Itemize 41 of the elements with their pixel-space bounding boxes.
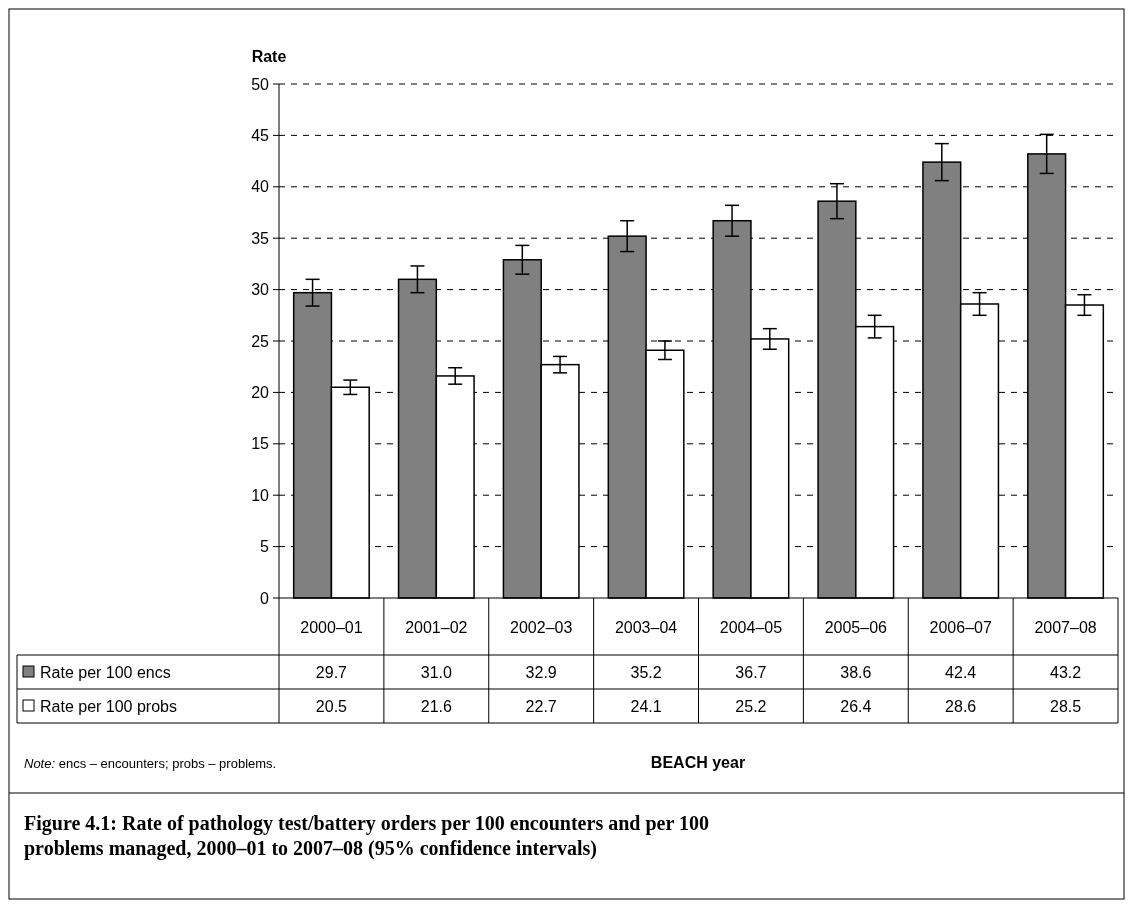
text: Figure 4.1: Rate of pathology test/battery orders per 100 encounters and per 100 problems managed, 2000–01 to 2007–08 (95% confidence intervals): [24, 812, 709, 860]
data-label: 36.7: [735, 663, 767, 681]
data-label: 29.7: [315, 663, 348, 681]
y-tick-label: 25: [251, 332, 270, 350]
x-tick-label: 2007–08: [1034, 618, 1097, 636]
x-tick-label: 2003–04: [614, 618, 678, 636]
data-label: 43.2: [1049, 663, 1082, 681]
x-tick-label: 2000–01: [300, 618, 363, 636]
x-tick-label: 2004–05: [719, 618, 783, 636]
x-tick-label: 2006–07: [929, 618, 992, 636]
x-tick-label: 2001–02: [405, 618, 468, 636]
y-tick-label: 40: [251, 178, 270, 196]
data-label: 24.1: [630, 697, 662, 715]
y-tick-label: 45: [251, 127, 270, 144]
y-tick-label: 0: [260, 589, 270, 607]
y-tick-label: 20: [251, 384, 270, 401]
text: Note: encs – encounters; probs – problems.: [24, 756, 277, 771]
data-label: 21.6: [420, 697, 452, 715]
data-label: 20.5: [315, 697, 348, 715]
y-tick-label: 50: [251, 75, 270, 93]
y-tick-label: 5: [260, 538, 270, 556]
data-label: 22.7: [525, 697, 557, 715]
data-label: 28.5: [1049, 697, 1082, 715]
legend-label: Rate per 100 encs: [40, 663, 171, 681]
data-label: 25.2: [735, 697, 767, 715]
data-label: 26.4: [840, 697, 872, 715]
data-label: 28.6: [945, 697, 977, 715]
text: BEACH year: [650, 754, 746, 771]
y-tick-label: 10: [251, 486, 270, 504]
data-label: 31.0: [420, 663, 452, 681]
y-tick-label: 30: [251, 281, 270, 299]
x-tick-label: 2005–06: [824, 618, 888, 636]
data-label: 42.4: [945, 663, 977, 681]
data-label: 32.9: [525, 663, 557, 681]
data-label: 35.2: [630, 663, 662, 681]
y-tick-label: 15: [251, 435, 270, 453]
y-tick-label: 35: [251, 229, 270, 247]
y-axis-title: Rate: [251, 48, 287, 65]
x-tick-label: 2002–03: [510, 618, 573, 636]
data-label: 38.6: [840, 663, 872, 681]
legend-label: Rate per 100 probs: [40, 697, 177, 715]
